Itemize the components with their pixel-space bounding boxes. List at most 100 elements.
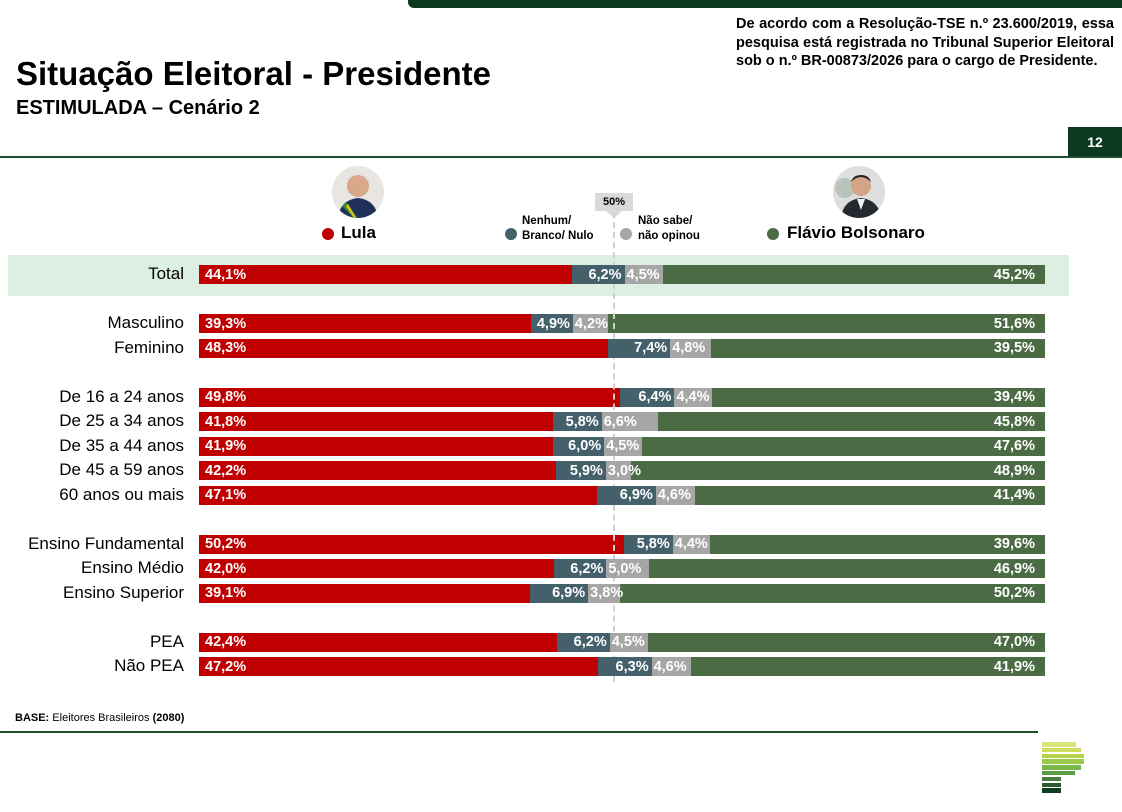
data-label: 4,4% xyxy=(676,389,710,405)
nulo-segment: 6,4% xyxy=(620,387,675,407)
data-label: 4,4% xyxy=(674,536,708,552)
nulo-segment: 5,8% xyxy=(552,412,602,431)
data-label: 41,9% xyxy=(205,438,247,454)
nao-sabe-segment: 4,4% xyxy=(672,534,710,554)
data-label: 6,2% xyxy=(573,634,607,650)
flavio-legend-dot xyxy=(767,228,779,240)
data-label: 6,9% xyxy=(619,487,653,503)
data-label: 42,2% xyxy=(205,462,247,479)
flavio-segment: 48,9% xyxy=(631,461,1045,480)
nulo-legend-line1: Nenhum/ xyxy=(522,215,572,227)
nulo-legend-dot xyxy=(505,228,517,240)
data-label: 41,4% xyxy=(993,487,1035,503)
lula-segment: 48,3% xyxy=(199,338,608,358)
data-label: 39,6% xyxy=(993,536,1035,552)
data-label: 6,9% xyxy=(552,585,586,601)
data-label: 6,2% xyxy=(588,266,622,283)
nulo-segment: 6,9% xyxy=(529,583,589,603)
stacked-bar-row: 42,0% 6,2% 5,0% 46,9% xyxy=(199,559,1045,578)
flavio-segment: 41,9% xyxy=(690,657,1045,676)
nao-sabe-segment: 4,5% xyxy=(604,436,643,456)
base-note: BASE: Eleitores Brasileiros (2080) xyxy=(15,712,184,724)
lula-segment: 47,2% xyxy=(199,657,599,676)
flavio-segment: 47,0% xyxy=(647,632,1045,652)
stacked-bar-row: 41,8% 5,8% 6,6% 45,8% xyxy=(199,412,1045,431)
stacked-bar-row: 42,4% 6,2% 4,5% 47,0% xyxy=(199,632,1045,652)
nao-sabe-segment: 6,6% xyxy=(601,412,658,431)
lula-segment: 50,2% xyxy=(199,534,624,554)
stacked-bar-row: 42,2% 5,9% 3,0% 48,9% xyxy=(199,461,1045,480)
row-label: De 25 a 34 anos xyxy=(59,411,184,430)
data-label: 4,5% xyxy=(606,438,640,454)
nulo-segment: 6,2% xyxy=(553,559,607,578)
lula-segment: 42,4% xyxy=(199,632,558,652)
lula-segment: 44,1% xyxy=(199,265,573,284)
nao-sabe-segment: 3,0% xyxy=(605,461,641,480)
data-label: 6,2% xyxy=(570,560,604,577)
nulo-segment: 6,3% xyxy=(598,657,652,676)
data-label: 39,1% xyxy=(205,585,247,601)
data-label: 39,4% xyxy=(993,389,1035,405)
data-label: 48,3% xyxy=(205,340,247,356)
nulo-legend-line2: Branco/ Nulo xyxy=(522,230,594,242)
page-number: 12 xyxy=(1068,127,1122,157)
data-label: 3,0% xyxy=(607,462,641,479)
nulo-segment: 7,4% xyxy=(607,338,671,358)
data-label: 4,5% xyxy=(626,266,660,283)
row-label: Ensino Fundamental xyxy=(28,533,184,553)
page-title: Situação Eleitoral - Presidente xyxy=(16,55,491,92)
data-label: 42,4% xyxy=(205,634,247,650)
data-label: 4,9% xyxy=(536,315,570,332)
lula-segment: 41,9% xyxy=(199,436,554,456)
lula-segment: 42,0% xyxy=(199,559,554,578)
flavio-segment: 39,4% xyxy=(711,387,1045,407)
row-label: De 45 a 59 anos xyxy=(59,460,184,479)
data-label: 5,0% xyxy=(608,560,642,577)
nulo-segment: 5,8% xyxy=(623,534,673,554)
data-label: 3,8% xyxy=(590,585,624,601)
row-label: De 35 a 44 anos xyxy=(59,435,184,455)
row-label: Feminino xyxy=(114,337,184,357)
lula-segment: 49,8% xyxy=(199,387,621,407)
data-label: 39,3% xyxy=(205,315,247,332)
lula-portrait-icon xyxy=(332,166,384,218)
row-label: De 16 a 24 anos xyxy=(59,386,184,406)
data-label: 6,0% xyxy=(568,438,602,454)
ns-legend-dot xyxy=(620,228,632,240)
data-label: 47,0% xyxy=(993,634,1035,650)
lula-segment: 39,1% xyxy=(199,583,530,603)
data-label: 50,2% xyxy=(205,536,247,552)
data-label: 41,8% xyxy=(205,413,247,430)
stacked-bar-row: 50,2% 5,8% 4,4% 39,6% xyxy=(199,534,1045,554)
nulo-segment: 6,2% xyxy=(557,632,610,652)
data-label: 4,5% xyxy=(611,634,645,650)
tse-registration-notice: De acordo com a Resolução-TSE n.º 23.600… xyxy=(736,16,1114,69)
flavio-portrait-icon xyxy=(833,166,885,218)
data-label: 46,9% xyxy=(993,560,1035,577)
data-label: 39,5% xyxy=(993,340,1035,356)
data-label: 6,4% xyxy=(638,389,672,405)
nulo-segment: 6,2% xyxy=(572,265,625,284)
nao-sabe-segment: 4,5% xyxy=(609,632,648,652)
data-label: 49,8% xyxy=(205,389,247,405)
top-accent-bar xyxy=(408,0,1122,8)
lula-legend-label: Lula xyxy=(341,223,376,242)
nao-sabe-segment: 4,6% xyxy=(651,657,691,676)
data-label: 48,9% xyxy=(993,462,1035,479)
nao-sabe-segment: 4,5% xyxy=(624,265,663,284)
data-label: 5,8% xyxy=(565,413,599,430)
ns-legend-label: Não sabe/ não opinou xyxy=(638,214,700,244)
stacked-bar-row: 44,1% 6,2% 4,5% 45,2% xyxy=(199,265,1045,284)
nulo-segment: 6,9% xyxy=(597,485,656,505)
stacked-bar-row: 47,1% 6,9% 4,6% 41,4% xyxy=(199,485,1045,505)
nao-sabe-segment: 5,0% xyxy=(606,559,649,578)
data-label: 47,1% xyxy=(205,487,247,503)
lula-segment: 41,8% xyxy=(199,412,553,431)
lula-segment: 47,1% xyxy=(199,485,598,505)
data-label: 41,9% xyxy=(993,658,1035,675)
data-label: 4,6% xyxy=(657,487,691,503)
row-label: Não PEA xyxy=(114,656,184,675)
stacked-bar-row: 39,3% 4,9% 4,2% 51,6% xyxy=(199,314,1045,333)
row-label: Ensino Médio xyxy=(80,558,184,577)
row-label: 60 anos ou mais xyxy=(59,484,184,504)
